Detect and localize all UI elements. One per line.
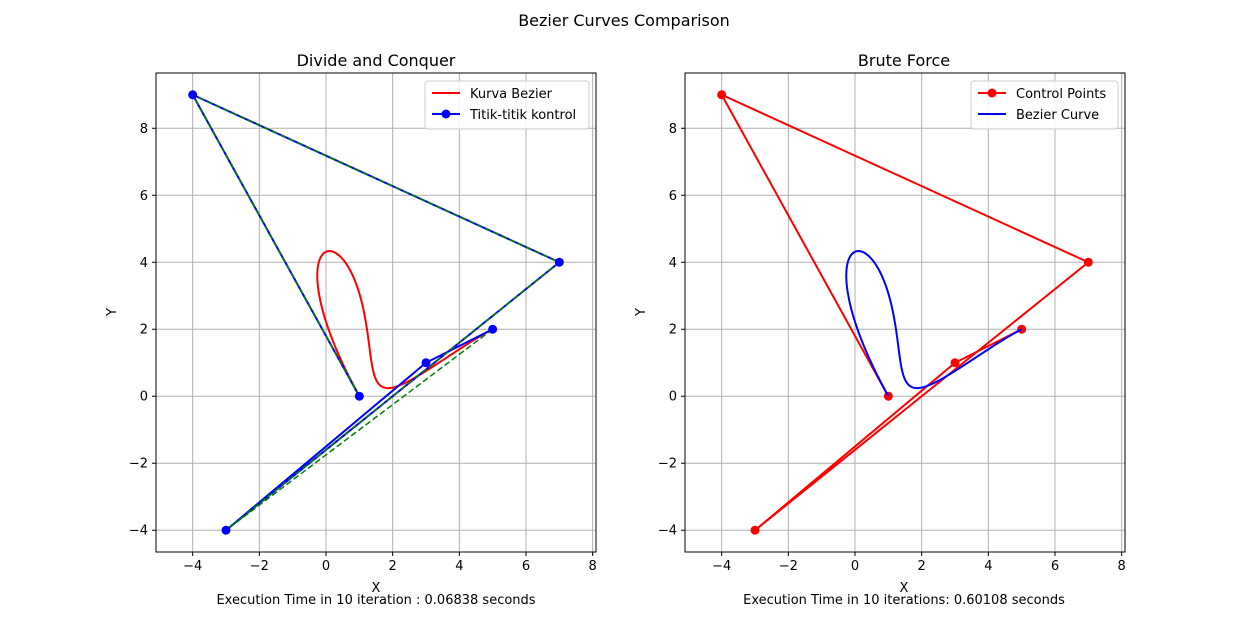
y-tick-label: −4 [129, 524, 148, 539]
x-tick-label: 2 [389, 559, 397, 574]
x-axis-label: X [372, 581, 381, 596]
grid-lines [156, 73, 596, 552]
control-point-marker [717, 90, 727, 100]
bezier-curve-line [316, 250, 494, 397]
control-point-marker [1083, 257, 1093, 267]
control-point-marker [188, 90, 198, 100]
y-tick-label: −2 [129, 457, 148, 472]
plot-frame [684, 72, 1126, 553]
y-tick-label: 0 [140, 390, 148, 405]
execution-time-note: Execution Time in 10 iterations: 0.60108… [743, 593, 1065, 608]
y-tick-label: 8 [140, 122, 148, 137]
y-tick-label: −2 [658, 457, 677, 472]
figure-title: Bezier Curves Comparison [518, 11, 730, 30]
y-axis-label: Y [634, 308, 649, 317]
y-axis-label: Y [105, 308, 120, 317]
control-polygon-line [191, 93, 561, 532]
plot-data [188, 90, 564, 535]
plot-data [717, 90, 1093, 535]
legend-marker-control-points [987, 88, 997, 98]
legend-label-bezier-curve: Bezier Curve [1016, 108, 1099, 123]
x-axis-label: X [900, 581, 909, 596]
x-tick-label: 4 [984, 559, 992, 574]
brute-force-plot: Brute Force −4 −2 0 2 4 6 8 −4 −2 0 2 4 6 8 X Y Execu… [634, 51, 1126, 608]
y-tick-label: 0 [669, 390, 677, 405]
x-tick-label: −4 [183, 559, 202, 574]
y-tick-label: 4 [669, 256, 677, 271]
control-point-marker [950, 358, 960, 368]
legend-label-titik-kontrol: Titik-titik kontrol [469, 108, 576, 123]
y-tick-label: 6 [669, 189, 677, 204]
x-tick-label: −2 [250, 559, 269, 574]
axis-ticks: −4 −2 0 2 4 6 8 −4 −2 0 2 4 6 8 [658, 122, 1126, 574]
control-polygon-overlay [191, 94, 561, 531]
x-tick-label: 8 [1118, 559, 1126, 574]
control-point-marker [554, 257, 564, 267]
legend-label-control-points: Control Points [1016, 87, 1106, 102]
control-point-marker [750, 525, 760, 535]
x-tick-label: 6 [1051, 559, 1059, 574]
legend: Kurva Bezier Titik-titik kontrol [424, 80, 590, 130]
x-tick-label: 2 [918, 559, 926, 574]
control-point-marker [221, 525, 231, 535]
plot-frame [155, 72, 597, 553]
legend-label-kurva-bezier: Kurva Bezier [470, 87, 553, 102]
y-tick-label: 8 [669, 122, 677, 137]
control-point-marker [354, 391, 364, 401]
bezier-curve-line [845, 250, 1023, 397]
legend-marker-titik-kontrol [441, 109, 451, 119]
legend-frame [424, 80, 590, 130]
control-point-marker [421, 358, 431, 368]
y-tick-label: −4 [658, 524, 677, 539]
x-tick-label: 0 [322, 559, 330, 574]
control-point-marker [488, 324, 498, 334]
x-tick-label: −2 [779, 559, 798, 574]
y-tick-label: 6 [140, 189, 148, 204]
x-tick-label: 4 [455, 559, 463, 574]
y-tick-label: 4 [140, 256, 148, 271]
y-tick-label: 2 [140, 323, 148, 338]
x-tick-label: 6 [522, 559, 530, 574]
legend: Control Points Bezier Curve [970, 80, 1119, 130]
x-tick-label: −4 [712, 559, 731, 574]
grid-lines [685, 73, 1125, 552]
plot-title: Divide and Conquer [297, 51, 456, 70]
control-polygon-line [720, 93, 1090, 532]
control-point-marker [883, 391, 893, 401]
x-tick-label: 0 [851, 559, 859, 574]
plot-title: Brute Force [858, 51, 950, 70]
execution-time-note: Execution Time in 10 iteration : 0.06838… [216, 593, 535, 608]
legend-frame [970, 80, 1119, 130]
y-tick-label: 2 [669, 323, 677, 338]
x-tick-label: 8 [589, 559, 597, 574]
axis-ticks: −4 −2 0 2 4 6 8 −4 −2 0 2 4 6 8 [129, 122, 597, 574]
